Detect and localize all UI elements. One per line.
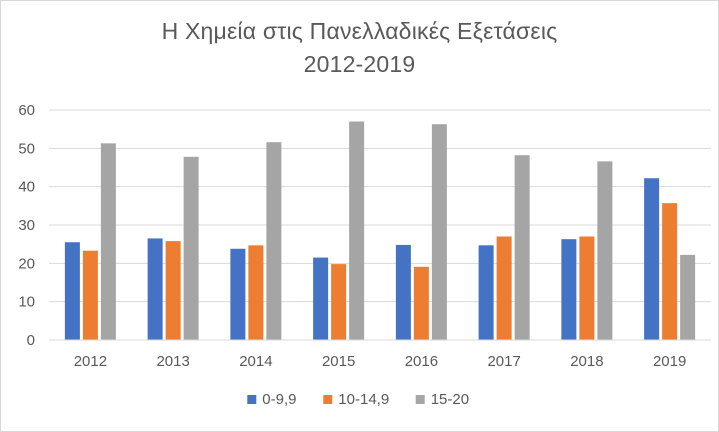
chart-title: Η Χημεία στις Πανελλαδικές Εξετάσεις <box>161 18 558 44</box>
bar-2018-10-14,9 <box>579 236 595 340</box>
bar-2013-15-20 <box>183 156 199 340</box>
bar-2015-0-9,9 <box>313 257 329 340</box>
legend: 0-9,9 10-14,9 15-20 <box>247 391 469 408</box>
x-tick-label: 2017 <box>487 353 520 370</box>
bar-2015-10-14,9 <box>331 264 347 340</box>
bar-2019-0-9,9 <box>644 178 660 340</box>
legend-label: 0-9,9 <box>262 391 296 408</box>
bar-2017-10-14,9 <box>496 236 512 340</box>
bar-2012-10-14,9 <box>82 250 98 340</box>
y-tick-label: 30 <box>18 217 35 234</box>
legend-label: 15-20 <box>431 391 469 408</box>
bar-2017-15-20 <box>514 155 530 340</box>
bar-2015-15-20 <box>349 121 365 340</box>
bar-2014-15-20 <box>266 142 282 340</box>
y-tick-label: 0 <box>27 332 35 349</box>
legend-label: 10-14,9 <box>338 391 389 408</box>
legend-swatch-15-20 <box>415 395 425 404</box>
chart-title-block: Η Χημεία στις Πανελλαδικές Εξετάσεις 201… <box>1 15 718 81</box>
bar-2014-0-9,9 <box>230 248 246 340</box>
bar-2016-0-9,9 <box>395 244 411 340</box>
bar-2018-15-20 <box>597 161 613 340</box>
bar-2019-15-20 <box>680 254 696 340</box>
x-tick-label: 2019 <box>653 353 686 370</box>
bar-2016-10-14,9 <box>413 266 429 340</box>
chart-subtitle: 2012-2019 <box>303 51 416 77</box>
x-tick-label: 2018 <box>570 353 603 370</box>
bar-2012-0-9,9 <box>64 242 80 340</box>
y-axis-labels: 0 10 20 30 40 50 60 <box>18 102 35 349</box>
bar-2016-15-20 <box>431 124 447 340</box>
legend-swatch-10-14,9 <box>323 395 333 404</box>
x-tick-label: 2012 <box>74 353 107 370</box>
x-tick-label: 2013 <box>156 353 189 370</box>
y-tick-label: 50 <box>18 140 35 157</box>
bar-2017-0-9,9 <box>478 245 494 340</box>
bar-2013-10-14,9 <box>165 241 181 340</box>
legend-swatch-0-9,9 <box>247 395 257 404</box>
bar-2012-15-20 <box>100 143 116 340</box>
bar-2019-10-14,9 <box>662 203 678 340</box>
x-tick-label: 2015 <box>322 353 355 370</box>
y-tick-label: 20 <box>18 255 35 272</box>
y-tick-label: 40 <box>18 179 35 196</box>
y-tick-label: 10 <box>18 294 35 311</box>
y-tick-label: 60 <box>18 102 35 119</box>
bar-2013-0-9,9 <box>147 238 163 340</box>
x-axis-labels: 2012 2013 2014 2015 2016 2017 2018 2019 <box>74 353 687 370</box>
bars <box>64 121 696 340</box>
bar-2018-0-9,9 <box>561 239 577 340</box>
x-tick-label: 2016 <box>405 353 438 370</box>
x-tick-label: 2014 <box>239 353 272 370</box>
bar-2014-10-14,9 <box>248 245 264 340</box>
